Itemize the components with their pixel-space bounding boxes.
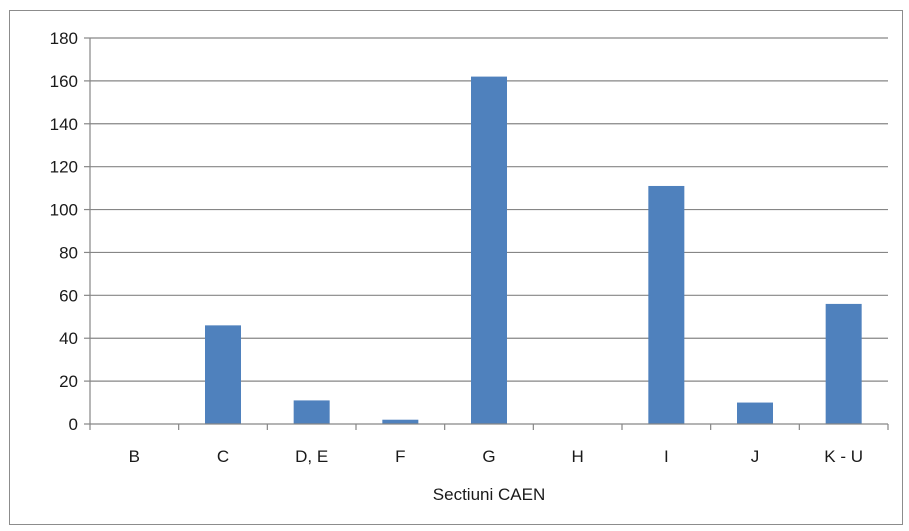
bar-k-u xyxy=(825,303,862,424)
x-axis-title: Sectiuni CAEN xyxy=(433,485,545,504)
x-tick-label: H xyxy=(572,447,584,466)
x-tick-label: K - U xyxy=(824,447,863,466)
x-axis-ticks: B C D, E F G H I J K - U xyxy=(89,424,889,466)
x-tick-label: G xyxy=(482,447,495,466)
y-tick-label: 20 xyxy=(59,372,78,391)
y-tick-label: 140 xyxy=(50,115,78,134)
bar-j xyxy=(737,402,773,424)
bar-d-e xyxy=(293,400,330,424)
y-tick-label: 160 xyxy=(50,72,78,91)
x-tick-label: F xyxy=(395,447,405,466)
y-tick-label: 100 xyxy=(50,201,78,220)
y-tick-label: 40 xyxy=(59,329,78,348)
x-tick-label: B xyxy=(129,447,140,466)
bar-f xyxy=(382,419,419,424)
bar-g xyxy=(471,76,507,424)
y-axis-ticks: 0 20 40 60 80 100 120 140 160 180 xyxy=(50,29,90,434)
axes xyxy=(89,38,888,425)
y-tick-label: 80 xyxy=(59,243,78,262)
y-tick-label: 0 xyxy=(69,415,78,434)
chart-frame xyxy=(9,10,903,525)
x-tick-label: J xyxy=(751,447,760,466)
x-tick-label: D, E xyxy=(295,447,328,466)
y-tick-label: 60 xyxy=(59,286,78,305)
y-tick-label: 120 xyxy=(50,158,78,177)
y-tick-label: 180 xyxy=(50,29,78,48)
bar-c xyxy=(205,325,241,424)
bar-series xyxy=(205,76,862,424)
bar-i xyxy=(648,185,685,424)
x-tick-label: C xyxy=(217,447,229,466)
x-tick-label: I xyxy=(664,447,669,466)
